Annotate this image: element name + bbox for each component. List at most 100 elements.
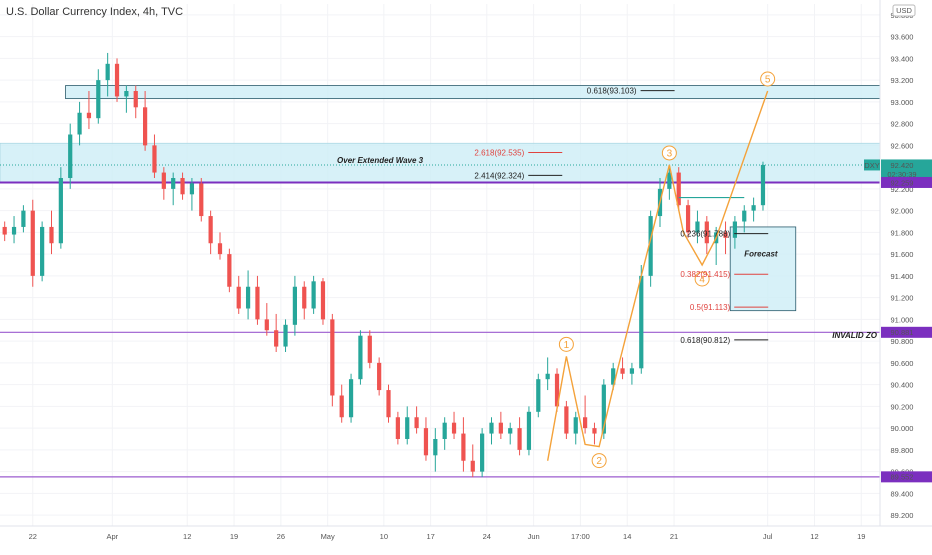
candle-body[interactable] bbox=[685, 205, 691, 233]
candle-body[interactable] bbox=[217, 243, 223, 255]
candle-body[interactable] bbox=[274, 330, 279, 347]
candle-body[interactable] bbox=[255, 286, 260, 320]
candle-body[interactable] bbox=[171, 178, 176, 189]
candle-body[interactable] bbox=[442, 422, 447, 439]
candle-body[interactable] bbox=[86, 112, 92, 119]
candle-body[interactable] bbox=[723, 232, 728, 238]
candle-body[interactable] bbox=[124, 91, 129, 97]
y-tick-label: 89.400 bbox=[891, 489, 914, 498]
y-tick-label: 91.600 bbox=[891, 250, 914, 259]
candle-body[interactable] bbox=[423, 428, 429, 456]
candle-body[interactable] bbox=[245, 286, 251, 309]
candle-body[interactable] bbox=[133, 91, 138, 108]
candle-body[interactable] bbox=[461, 433, 466, 461]
time-axis[interactable]: 22 Apr 12 19 26 May 10 17 24 Jun 17:00 14 21 Jul 12 19 bbox=[0, 525, 932, 541]
candle-body[interactable] bbox=[114, 63, 120, 97]
candle-body[interactable] bbox=[620, 368, 625, 374]
candle-body[interactable] bbox=[152, 145, 157, 173]
candle-body[interactable] bbox=[377, 362, 382, 391]
candle-body[interactable] bbox=[611, 368, 616, 385]
candle-body[interactable] bbox=[180, 178, 185, 195]
candle-body[interactable] bbox=[629, 368, 635, 374]
candle-body[interactable] bbox=[339, 395, 344, 418]
price-badge[interactable]: 89.552 bbox=[881, 471, 932, 483]
price-badge[interactable]: 90.881 bbox=[881, 326, 932, 338]
y-tick-label: 91.800 bbox=[891, 228, 914, 237]
candle-body[interactable] bbox=[96, 80, 101, 119]
candle-body[interactable] bbox=[695, 221, 700, 233]
candle-body[interactable] bbox=[199, 183, 204, 217]
candle-body[interactable] bbox=[292, 286, 297, 325]
candle-body[interactable] bbox=[189, 183, 195, 195]
candle-body[interactable] bbox=[358, 335, 363, 380]
candle-body[interactable] bbox=[68, 134, 73, 179]
candle-body[interactable] bbox=[264, 319, 269, 331]
wave-marker-3: 3 bbox=[661, 145, 677, 161]
candle-body[interactable] bbox=[405, 417, 410, 439]
candle-body[interactable] bbox=[143, 107, 148, 146]
candle-body[interactable] bbox=[236, 286, 241, 309]
candle-body[interactable] bbox=[592, 428, 597, 434]
candle-body[interactable] bbox=[545, 373, 550, 380]
candle-body[interactable] bbox=[583, 417, 588, 429]
candle-body[interactable] bbox=[11, 226, 17, 235]
candle-body[interactable] bbox=[161, 172, 166, 189]
currency-badge[interactable] bbox=[892, 4, 916, 17]
y-tick-label: 93.400 bbox=[891, 54, 914, 63]
candle-body[interactable] bbox=[40, 226, 45, 276]
candle-body[interactable] bbox=[302, 286, 307, 309]
candle-body[interactable] bbox=[536, 379, 541, 412]
candle-body[interactable] bbox=[704, 221, 709, 244]
candle-body[interactable] bbox=[554, 373, 560, 407]
candle-body[interactable] bbox=[433, 439, 438, 456]
candle-body[interactable] bbox=[30, 210, 35, 276]
candle-body[interactable] bbox=[77, 112, 82, 135]
candle-body[interactable] bbox=[732, 221, 737, 238]
candle-body[interactable] bbox=[330, 319, 335, 396]
candle-body[interactable] bbox=[105, 63, 110, 81]
candle-body[interactable] bbox=[601, 384, 606, 434]
candle-body[interactable] bbox=[751, 205, 756, 211]
candle-body[interactable] bbox=[283, 324, 288, 347]
x-tick-label: 12 bbox=[183, 532, 191, 541]
candle-body[interactable] bbox=[49, 226, 54, 244]
candle-body[interactable] bbox=[489, 422, 494, 434]
candle-body[interactable] bbox=[508, 428, 513, 434]
symbol-tag bbox=[864, 159, 880, 171]
candle-body[interactable] bbox=[311, 281, 316, 309]
candle-body[interactable] bbox=[395, 417, 400, 439]
candle-body[interactable] bbox=[386, 390, 391, 418]
candle-body[interactable] bbox=[526, 411, 532, 450]
candle-body[interactable] bbox=[2, 226, 7, 235]
candle-body[interactable] bbox=[58, 178, 63, 244]
candle-body[interactable] bbox=[227, 254, 232, 287]
candle-body[interactable] bbox=[208, 216, 213, 244]
candle-body[interactable] bbox=[348, 379, 354, 418]
candle-body[interactable] bbox=[21, 210, 26, 227]
x-tick-label: 19 bbox=[230, 532, 238, 541]
candle-body[interactable] bbox=[367, 335, 372, 363]
x-tick-label: 14 bbox=[623, 532, 631, 541]
candle-body[interactable] bbox=[564, 406, 569, 434]
candle-body[interactable] bbox=[639, 275, 644, 369]
candle-body[interactable] bbox=[573, 417, 578, 434]
candle-body[interactable] bbox=[760, 164, 766, 206]
candle-body[interactable] bbox=[414, 417, 419, 429]
price-axis[interactable]: 89.20089.40089.60089.80090.00090.20090.4… bbox=[864, 0, 932, 550]
candle-body[interactable] bbox=[648, 216, 653, 276]
price-badge[interactable]: 92.259 bbox=[881, 176, 932, 188]
candle-body[interactable] bbox=[742, 210, 747, 222]
wave-label: 2 bbox=[596, 456, 602, 467]
candle-body[interactable] bbox=[451, 422, 457, 434]
wave-circle bbox=[661, 145, 677, 161]
candle-body[interactable] bbox=[320, 281, 326, 320]
candle-body[interactable] bbox=[676, 172, 681, 206]
candle-body[interactable] bbox=[470, 460, 475, 472]
candle-body[interactable] bbox=[480, 433, 485, 472]
candle-body[interactable] bbox=[517, 428, 522, 450]
candle-body[interactable] bbox=[498, 422, 503, 434]
candle-body[interactable] bbox=[667, 172, 672, 189]
